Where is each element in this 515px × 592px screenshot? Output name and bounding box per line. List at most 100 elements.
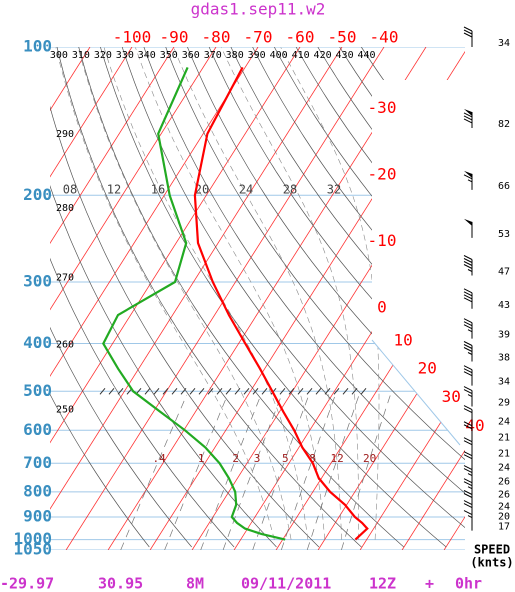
- dry-adiabat: [50, 47, 192, 548]
- pressure-label: 700: [23, 453, 52, 472]
- barb-full: [463, 493, 473, 498]
- barb-full: [463, 294, 473, 300]
- footer-text: 12Z: [369, 575, 396, 592]
- isotherm: [233, 47, 465, 550]
- hatch: [225, 387, 232, 395]
- wind-label: SPEED: [474, 543, 510, 557]
- barb-full: [463, 478, 473, 484]
- dry-adiabat-label: 320: [94, 50, 112, 61]
- isotherm: [50, 47, 217, 550]
- isotherm-label: -70: [244, 28, 273, 47]
- wind-barb: [463, 318, 473, 339]
- barb-pennant: [464, 108, 472, 116]
- profile-line: [102, 66, 286, 541]
- wind-barb: [463, 170, 473, 190]
- barb-full: [463, 26, 473, 32]
- barb-full: [463, 32, 473, 38]
- barb-full: [463, 408, 473, 414]
- isotherm: [149, 47, 465, 550]
- dry-adiabat: [317, 47, 465, 548]
- pressure-label: 1000: [13, 529, 52, 548]
- barb-full: [463, 386, 473, 392]
- hatch: [234, 387, 241, 395]
- barb-full: [463, 321, 473, 327]
- mixing-ratio-label: 20: [363, 452, 376, 465]
- hatch: [342, 387, 349, 395]
- dry-adiabat: [187, 47, 465, 548]
- wind-barb: [463, 451, 473, 472]
- mixing-ratio-label: .4: [153, 452, 167, 465]
- hatch: [144, 387, 151, 395]
- wind-barb: [463, 421, 473, 442]
- dry-adiabat-label: 420: [314, 50, 332, 61]
- isotherm: [401, 47, 465, 550]
- dry-adiabat: [165, 47, 465, 548]
- barb-full: [463, 341, 473, 346]
- mixing-ratio-label: 2: [232, 452, 239, 465]
- mixing-ratio-line: [222, 394, 282, 550]
- barb-full: [463, 324, 473, 330]
- footer-text: 0hr: [455, 575, 482, 592]
- barb-full: [463, 437, 473, 443]
- wind-speed-label: 17: [498, 522, 510, 533]
- dry-adiabat-label: 340: [138, 50, 156, 61]
- barb-full: [463, 297, 473, 303]
- isotherm-label: 20: [418, 359, 437, 378]
- wind-barb: [463, 405, 473, 426]
- isotherm-label: -50: [328, 28, 357, 47]
- isotherm-label: -40: [370, 28, 399, 47]
- mixing-ratio-label: 8: [309, 452, 316, 465]
- isotherm-label: 10: [393, 330, 412, 349]
- mixing-ratio-line: [280, 394, 336, 550]
- mixing-ratio-label: 12: [331, 452, 344, 465]
- isotherm-label: -60: [286, 28, 315, 47]
- hatch: [153, 387, 160, 395]
- profile-line: [193, 66, 369, 541]
- barb-full: [463, 291, 473, 297]
- mixing-ratio-line: [252, 394, 310, 550]
- dry-adiabat: [143, 47, 465, 548]
- dry-adiabat-label: 290: [56, 129, 74, 140]
- wind-speed-label: 21: [498, 449, 510, 460]
- mixing-ratio-line: [200, 394, 262, 550]
- barb-full: [463, 490, 473, 495]
- hatch: [324, 387, 331, 395]
- mixing-ratio-line: [120, 394, 188, 550]
- isotherm-label: 0: [377, 297, 387, 316]
- dry-adiabat-label: 310: [72, 50, 90, 61]
- isotherm-label: 40: [465, 416, 484, 435]
- dry-adiabat-label: 300: [50, 50, 68, 61]
- wind-speed-label: 20: [498, 512, 510, 523]
- dry-adiabat-label: 260: [56, 339, 74, 350]
- moist-adiabat: [280, 47, 380, 540]
- barb-half: [467, 179, 473, 183]
- wind-speed-label: 21: [498, 433, 510, 444]
- barb-half: [467, 352, 473, 355]
- dry-adiabat-label: 250: [56, 404, 74, 415]
- moist-adiabat-label: 08: [63, 183, 77, 197]
- barb-full: [463, 29, 473, 35]
- hatch: [243, 387, 250, 395]
- dry-adiabat: [100, 47, 447, 548]
- footer-text: +: [425, 575, 434, 592]
- hatch: [360, 387, 367, 395]
- wind-barb: [463, 26, 473, 47]
- dry-adiabat-label: 400: [270, 50, 288, 61]
- isotherm: [317, 47, 465, 550]
- hatch: [171, 387, 178, 395]
- dry-adiabat-label: 380: [226, 50, 244, 61]
- footer-text: 30.95: [98, 575, 143, 592]
- barb-full: [463, 451, 473, 457]
- hatch: [306, 387, 313, 395]
- dry-adiabat: [50, 47, 277, 548]
- isotherm: [359, 47, 465, 550]
- wind-speed-label: 26: [498, 490, 510, 501]
- hatch: [261, 387, 268, 395]
- pressure-label: 600: [23, 420, 52, 439]
- wind-speed-label: 43: [498, 300, 510, 311]
- barb-half: [467, 486, 473, 490]
- hatch: [333, 387, 340, 395]
- dry-adiabat: [50, 47, 150, 548]
- wind-speed-label: 82: [498, 119, 510, 130]
